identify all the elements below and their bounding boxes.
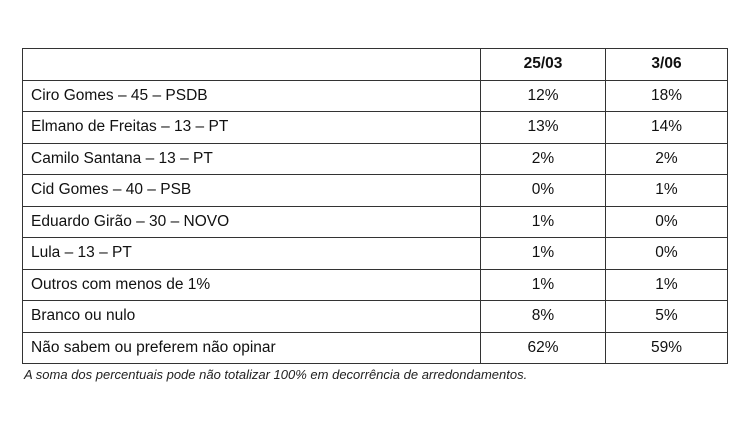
table-body: Ciro Gomes – 45 – PSDB 12% 18% Elmano de Fr… xyxy=(22,79,728,364)
candidate-cell: Ciro Gomes – 45 – PSDB xyxy=(22,79,481,112)
percent-cell: 2% xyxy=(605,142,728,175)
percent-cell: 59% xyxy=(605,331,728,364)
table-row: Branco ou nulo 8% 5% xyxy=(22,300,728,333)
header-cell xyxy=(22,48,481,81)
percent-cell: 2% xyxy=(480,142,606,175)
percent-cell: 1% xyxy=(480,205,606,238)
table-row: Cid Gomes – 40 – PSB 0% 1% xyxy=(22,174,728,207)
candidate-cell: Lula – 13 – PT xyxy=(22,237,481,270)
table-row: Não sabem ou preferem não opinar 62% 59% xyxy=(22,331,728,364)
percent-cell: 14% xyxy=(605,111,728,144)
candidate-cell: Cid Gomes – 40 – PSB xyxy=(22,174,481,207)
candidate-cell: Não sabem ou preferem não opinar xyxy=(22,331,481,364)
candidate-cell: Elmano de Freitas – 13 – PT xyxy=(22,111,481,144)
percent-cell: 18% xyxy=(605,79,728,112)
percent-cell: 1% xyxy=(480,237,606,270)
percent-cell: 1% xyxy=(605,268,728,301)
percent-cell: 5% xyxy=(605,300,728,333)
percent-cell: 0% xyxy=(480,174,606,207)
candidate-cell: Eduardo Girão – 30 – NOVO xyxy=(22,205,481,238)
percent-cell: 0% xyxy=(605,205,728,238)
footnote: A soma dos percentuais pode não totaliza… xyxy=(24,367,528,382)
candidate-cell: Outros com menos de 1% xyxy=(22,268,481,301)
candidate-cell: Camilo Santana – 13 – PT xyxy=(22,142,481,175)
poll-table: 25/03 3/06 Ciro Gomes – 45 – PSDB 12% 18% E… xyxy=(22,48,728,364)
percent-cell: 0% xyxy=(605,237,728,270)
header-cell: 25/03 xyxy=(480,48,606,81)
percent-cell: 62% xyxy=(480,331,606,364)
header-cell: 3/06 xyxy=(605,48,728,81)
percent-cell: 13% xyxy=(480,111,606,144)
table-row: Outros com menos de 1% 1% 1% xyxy=(22,268,728,301)
table-row: Eduardo Girão – 30 – NOVO 1% 0% xyxy=(22,205,728,238)
percent-cell: 8% xyxy=(480,300,606,333)
candidate-cell: Branco ou nulo xyxy=(22,300,481,333)
table-row: Camilo Santana – 13 – PT 2% 2% xyxy=(22,142,728,175)
percent-cell: 1% xyxy=(480,268,606,301)
table-row: Lula – 13 – PT 1% 0% xyxy=(22,237,728,270)
table-row: Ciro Gomes – 45 – PSDB 12% 18% xyxy=(22,79,728,112)
percent-cell: 1% xyxy=(605,174,728,207)
table-row: Elmano de Freitas – 13 – PT 13% 14% xyxy=(22,111,728,144)
header-row: 25/03 3/06 xyxy=(22,48,728,81)
percent-cell: 12% xyxy=(480,79,606,112)
